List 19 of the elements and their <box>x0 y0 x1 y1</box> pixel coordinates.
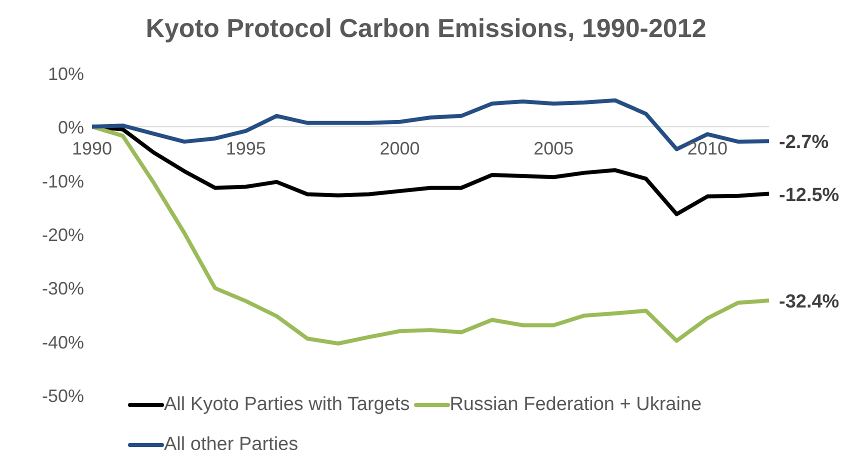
x-tick-label: 2000 <box>380 138 420 159</box>
y-tick-label: -50% <box>42 386 84 406</box>
legend-label: Russian Federation + Ukraine <box>450 394 702 416</box>
x-tick-label: 2005 <box>534 138 574 159</box>
legend-label: All Kyoto Parties with Targets <box>164 394 410 416</box>
y-tick-label: -30% <box>42 278 84 299</box>
y-tick-label: -20% <box>42 225 84 245</box>
x-tick-label: 1990 <box>72 138 112 159</box>
data-label: -32.4% <box>779 292 840 313</box>
chart-title: Kyoto Protocol Carbon Emissions, 1990-2012 <box>144 12 708 45</box>
y-tick-label: -40% <box>42 332 84 352</box>
x-tick-label: 2010 <box>687 138 728 159</box>
legend-label: All other Parties <box>164 434 298 450</box>
data-label: -12.5% <box>779 184 840 206</box>
y-tick-label: 0% <box>58 118 84 138</box>
x-tick-label: 1995 <box>226 138 266 159</box>
y-tick-label: -10% <box>42 171 84 192</box>
data-label: -2.7% <box>779 132 829 154</box>
y-tick-label: 10% <box>48 64 84 84</box>
